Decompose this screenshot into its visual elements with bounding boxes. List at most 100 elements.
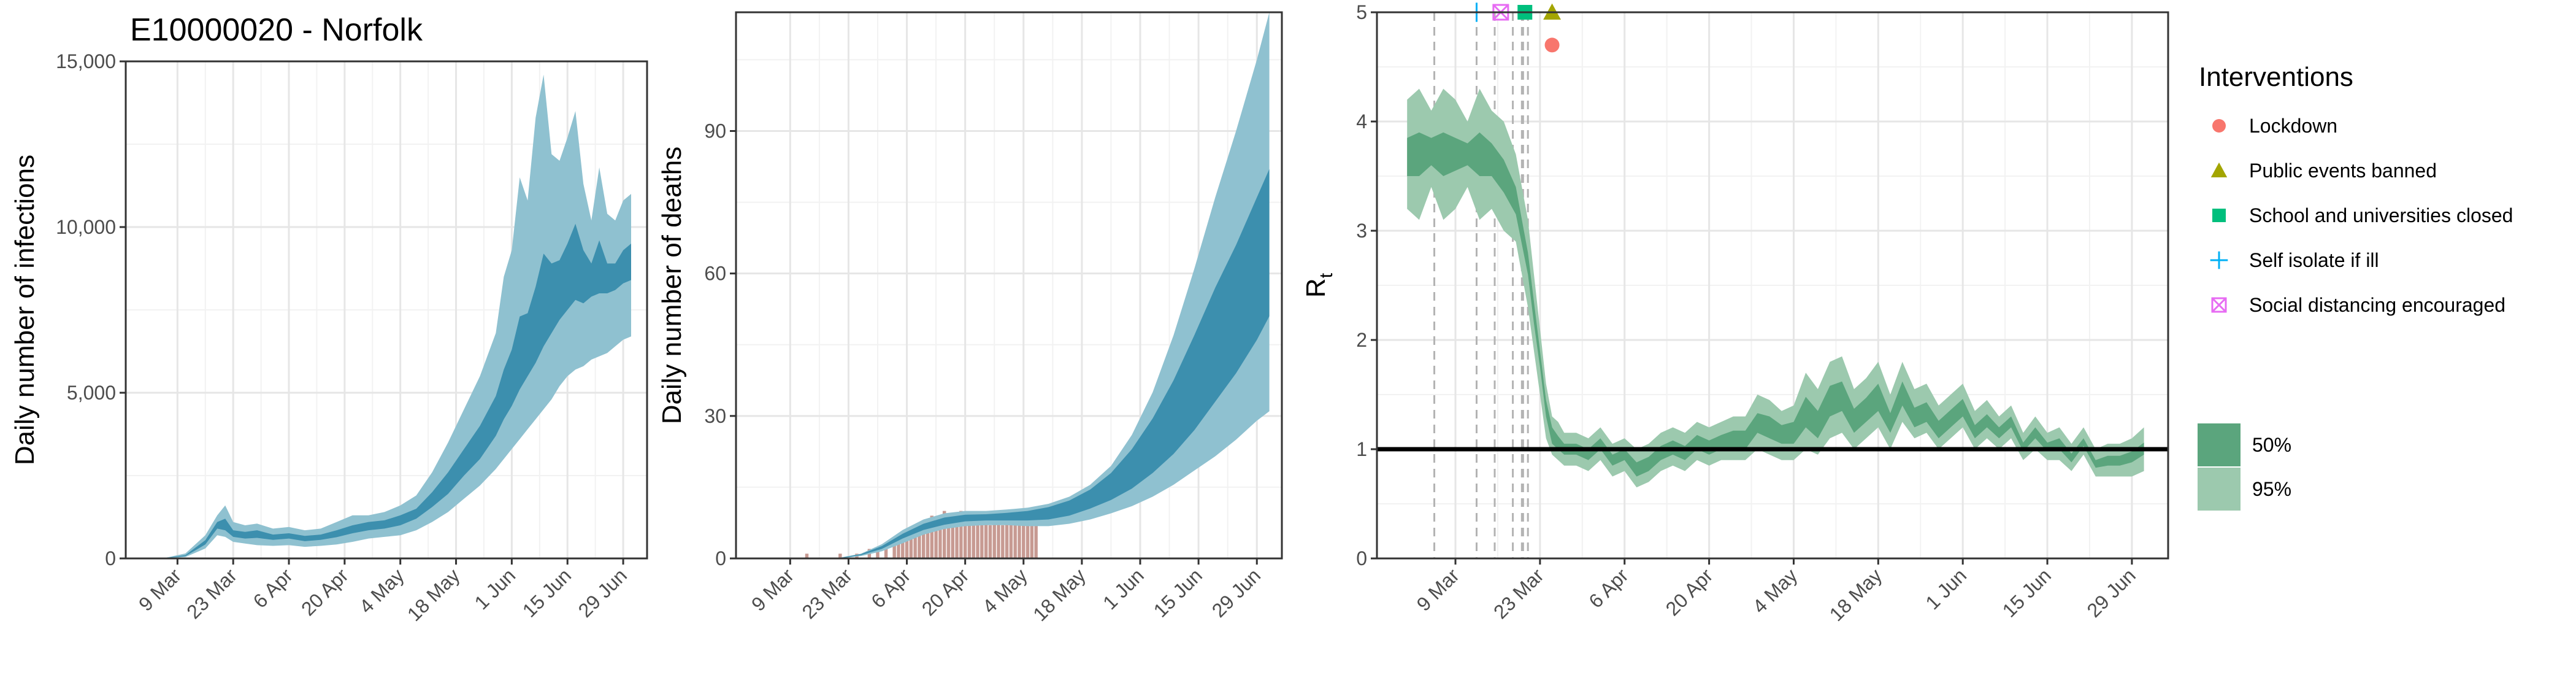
deaths-bar: [976, 520, 979, 558]
deaths-bar: [1013, 525, 1017, 558]
deaths-bar: [905, 530, 909, 558]
deaths-xtick-label: 1 Jun: [1098, 564, 1148, 614]
deaths-ytick-label: 0: [715, 547, 726, 569]
deaths-bar: [1022, 520, 1025, 558]
legend-label: Public events banned: [2249, 160, 2437, 182]
legend-label: Social distancing encouraged: [2249, 294, 2505, 316]
deaths-bar: [1030, 525, 1034, 558]
legend-item-triangle: Public events banned: [2210, 160, 2437, 182]
deaths-bar: [901, 534, 905, 558]
deaths-bar: [1001, 525, 1005, 558]
deaths-bar: [805, 554, 809, 558]
deaths-bar: [930, 515, 934, 558]
deaths-bar: [892, 544, 896, 558]
rt-ytick-label: 1: [1356, 438, 1367, 460]
legend-band-swatch: [2198, 423, 2241, 466]
rt-ylabel: Rt: [1301, 272, 1336, 298]
deaths-bar: [884, 544, 888, 558]
rt-band-50pct: [1407, 132, 2144, 477]
legend-symbol-triangle: [2210, 162, 2228, 177]
deaths-xtick-label: 9 Mar: [747, 564, 799, 615]
deaths-bar: [959, 511, 963, 558]
infections-ytick-label: 5,000: [67, 382, 116, 404]
infections-xtick-label: 18 May: [403, 564, 464, 625]
deaths-xtick-label: 4 May: [978, 564, 1032, 617]
infections-xtick-label: 23 Mar: [182, 564, 241, 623]
infections-ytick-label: 15,000: [56, 50, 116, 72]
deaths-ylabel: Daily number of deaths: [657, 147, 687, 424]
legend-label: Lockdown: [2249, 115, 2337, 137]
deaths-plot-area: [757, 12, 1270, 558]
legend-symbol-circle: [2212, 119, 2226, 133]
deaths-xtick-label: 15 Jun: [1149, 564, 1206, 621]
legend-band-label: 50%: [2252, 434, 2291, 456]
infections-ytick-label: 10,000: [56, 216, 116, 238]
legend-band-item: 95%: [2198, 468, 2291, 511]
rt-ytick-label: 3: [1356, 220, 1367, 242]
rt-xtick-label: 9 Mar: [1413, 564, 1464, 615]
rt-xtick-label: 1 Jun: [1921, 564, 1971, 614]
rt-ytick-label: 5: [1356, 1, 1367, 23]
legend-band-label: 95%: [2252, 478, 2291, 500]
infections-xtick-label: 9 Mar: [134, 564, 186, 615]
infections-xtick-label: 20 Apr: [297, 564, 353, 620]
infections-xtick-label: 15 Jun: [518, 564, 575, 621]
deaths-bar: [955, 515, 959, 558]
deaths-ytick-label: 90: [704, 120, 726, 142]
rt-panel-border: [1376, 11, 2169, 560]
rt-plot-area: [1377, 12, 2168, 558]
infections-xtick-label: 1 Jun: [470, 564, 520, 614]
deaths-bar: [988, 525, 992, 558]
deaths-bar: [967, 515, 972, 558]
legend-item-plus: Self isolate if ill: [2210, 249, 2379, 271]
infections-xtick-label: 29 Jun: [574, 564, 631, 621]
deaths-bar: [992, 515, 996, 558]
deaths-bar: [918, 530, 921, 558]
legend-item-square: School and universities closed: [2212, 204, 2513, 226]
deaths-bar: [942, 511, 946, 558]
deaths-bar: [876, 549, 880, 558]
deaths-bar: [1018, 520, 1021, 558]
marker-circle: [1544, 37, 1560, 53]
deaths-panel-border: [735, 11, 1283, 560]
deaths-bar: [838, 554, 842, 558]
deaths-band-95pct: [757, 12, 1270, 558]
deaths-bar: [897, 539, 900, 558]
infections-ytick-label: 0: [105, 547, 116, 569]
infections-band-50pct: [145, 223, 631, 558]
deaths-ytick-label: 30: [704, 405, 726, 427]
deaths-bar: [980, 515, 984, 558]
rt-ytick-label: 4: [1356, 110, 1367, 133]
infections-ylabel: Daily number of infections: [10, 155, 40, 465]
figure-title: E10000020 - Norfolk: [130, 12, 423, 48]
infections-panel-border: [125, 60, 648, 560]
deaths-band-50pct: [757, 169, 1270, 558]
deaths-bar: [922, 520, 926, 558]
legend-item-circle: Lockdown: [2212, 115, 2337, 137]
infections-xtick-label: 4 May: [355, 564, 408, 617]
legend-symbol-square-x: [2211, 297, 2227, 313]
deaths-bar: [984, 520, 988, 558]
legend-label: Self isolate if ill: [2249, 249, 2379, 271]
legend-band-item: 50%: [2198, 423, 2291, 466]
rt-xtick-label: 18 May: [1825, 564, 1887, 625]
deaths-xtick-label: 18 May: [1029, 564, 1090, 625]
deaths-bar: [909, 534, 913, 558]
rt-xtick-label: 20 Apr: [1662, 564, 1717, 620]
deaths-xtick-label: 23 Mar: [798, 564, 857, 623]
deaths-xtick-label: 20 Apr: [918, 564, 973, 620]
panel-rt: 0 1 2 3 4 5 9 Mar 23 Mar 6 Apr 20 Apr 4 May 18 May 1…: [1301, 1, 2169, 625]
rt-ylabel-subscript: t: [1316, 272, 1336, 278]
deaths-bar: [938, 525, 942, 558]
legend-label: School and universities closed: [2249, 204, 2513, 226]
deaths-bar: [972, 525, 975, 558]
rt-xtick-label: 29 Jun: [2082, 564, 2139, 621]
rt-xtick-label: 4 May: [1748, 564, 1801, 617]
deaths-bar: [1034, 520, 1038, 558]
infections-band-95pct: [145, 74, 631, 558]
deaths-bar: [963, 520, 967, 558]
infections-plot-area: [145, 74, 631, 558]
deaths-bar: [1005, 520, 1009, 558]
